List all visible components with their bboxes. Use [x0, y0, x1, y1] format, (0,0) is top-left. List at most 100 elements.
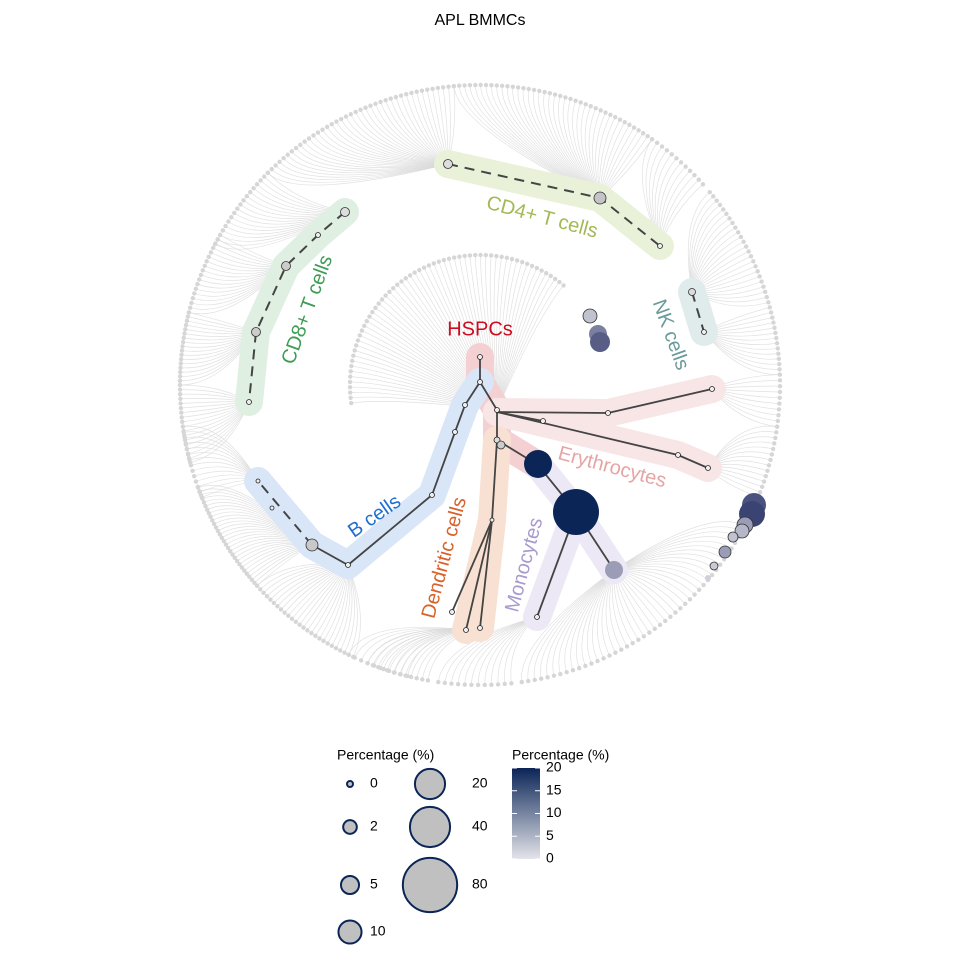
leaf: [764, 294, 770, 300]
leaf: [268, 597, 273, 602]
node: [593, 191, 607, 205]
leaf: [206, 511, 211, 516]
node: [269, 505, 275, 511]
leaf: [254, 182, 260, 187]
leaf: [777, 383, 783, 389]
leaf: [329, 643, 335, 649]
leaf: [776, 351, 781, 356]
node: [582, 308, 598, 324]
leaf: [678, 606, 683, 611]
leaf: [238, 202, 243, 207]
leaf: [391, 670, 397, 675]
leaf: [436, 679, 441, 685]
node: [496, 440, 506, 450]
leaf: [352, 348, 357, 353]
leaf: [520, 259, 525, 265]
leaf: [773, 435, 778, 441]
leaf: [776, 407, 782, 412]
leaf: [223, 542, 229, 547]
leaf: [315, 130, 321, 135]
leaf-edge: [613, 526, 742, 571]
leaf: [534, 265, 540, 271]
leaf: [404, 92, 409, 97]
leaf: [515, 85, 521, 90]
leaf: [347, 379, 353, 385]
leaf: [730, 220, 735, 226]
leaf: [669, 152, 674, 157]
leaf: [772, 325, 777, 330]
leaf: [234, 558, 240, 564]
leaf: [761, 479, 767, 484]
leaf: [264, 594, 270, 599]
leaf: [608, 112, 613, 118]
leaf: [258, 178, 263, 183]
leaf: [761, 284, 766, 289]
leaf: [237, 562, 242, 567]
node: [345, 562, 351, 568]
leaf: [225, 545, 231, 551]
leaf: [317, 636, 322, 641]
leaf: [767, 305, 772, 310]
leaf: [247, 189, 253, 195]
leaf-edge: [496, 285, 564, 411]
leaf-edge: [336, 121, 449, 165]
size-key: [401, 856, 459, 914]
leaf: [721, 207, 726, 212]
leaf: [692, 592, 697, 597]
leaf: [311, 133, 316, 138]
leaf: [398, 672, 403, 677]
leaf: [502, 681, 507, 687]
leaf-edge: [326, 126, 449, 165]
leaf: [368, 103, 373, 108]
leaf: [442, 680, 448, 686]
leaf-edge: [558, 569, 615, 675]
leaf: [409, 90, 414, 96]
leaf-edge: [354, 627, 467, 658]
leaf: [183, 327, 188, 332]
leaf: [273, 163, 278, 168]
leaf: [724, 211, 729, 217]
leaf: [364, 318, 369, 324]
leaf: [558, 671, 563, 677]
leaf: [561, 283, 566, 288]
leaf: [185, 314, 191, 319]
leaf: [766, 300, 771, 305]
leaf: [271, 600, 277, 606]
size-key: [346, 780, 354, 788]
leaf: [573, 98, 578, 103]
leaf: [489, 83, 494, 88]
color-legend-title: Percentage (%): [512, 747, 609, 763]
leaf: [551, 673, 557, 678]
leaf: [727, 216, 732, 221]
node: [709, 386, 715, 392]
leaf: [499, 83, 505, 89]
leaf-edge: [345, 116, 449, 165]
leaf: [473, 252, 478, 258]
node: [463, 627, 469, 633]
node: [494, 407, 500, 413]
leaf: [624, 644, 630, 649]
leaf: [777, 378, 783, 383]
leaf: [324, 124, 330, 130]
leaf: [201, 500, 207, 505]
leaf: [631, 125, 637, 130]
leaf: [683, 164, 688, 169]
leaf: [483, 252, 489, 258]
leaf: [652, 626, 657, 632]
colorbar-tick-label: 15: [546, 781, 562, 797]
edge: [451, 519, 493, 613]
edge-dashed: [257, 480, 313, 546]
leaf: [228, 549, 233, 554]
leaf: [622, 120, 627, 125]
edge: [465, 519, 493, 631]
leaf: [603, 110, 608, 115]
leaf: [398, 93, 404, 98]
leaf-edge: [521, 569, 615, 683]
leaf: [663, 618, 668, 624]
leaf: [373, 305, 378, 310]
leaf-edge: [300, 144, 449, 168]
leaf-edge: [613, 557, 717, 571]
leaf: [282, 610, 287, 615]
leaf: [200, 496, 205, 501]
leaf-edge: [308, 138, 449, 166]
